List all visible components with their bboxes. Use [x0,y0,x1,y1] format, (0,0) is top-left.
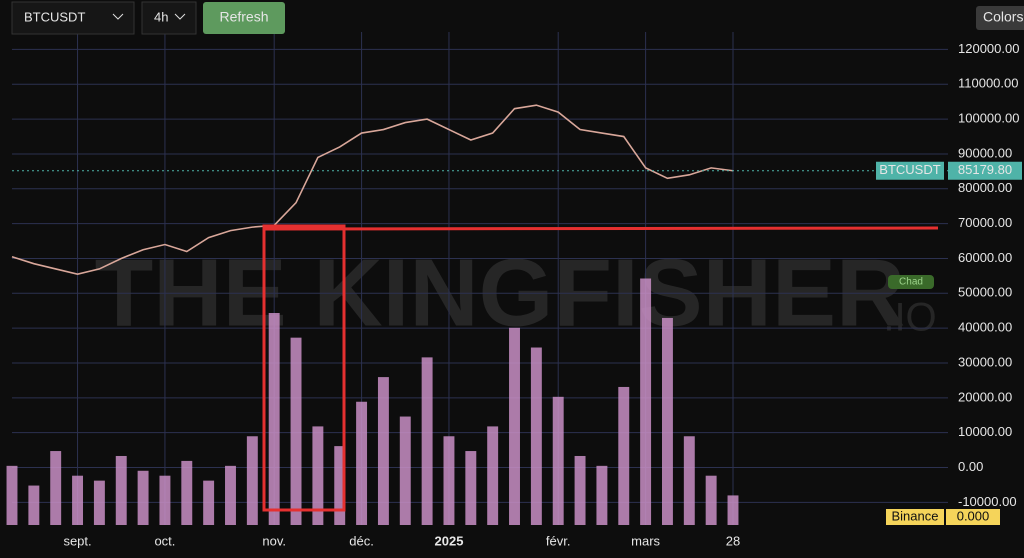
volume-bar [181,460,193,525]
y-tick-label: 40000.00 [958,320,1012,335]
volume-bar [72,475,84,525]
y-tick-label: 120000.00 [958,41,1019,56]
volume-bar [93,480,105,525]
volume-bar [530,347,542,525]
volume-bar [203,480,215,525]
volume-bar [683,436,695,525]
symbol-select[interactable] [11,1,135,35]
y-tick-label: -10000.00 [958,494,1017,509]
volume-bar [6,465,18,525]
interval-select[interactable] [141,1,197,35]
volume-bar [312,426,324,525]
badge [888,275,934,289]
volume-bar [50,451,62,525]
price-tag [876,161,944,180]
symbol: BTCUSDT [24,9,85,24]
volume-bar [552,396,564,525]
badge-text: Chad [899,277,923,288]
volume-bar [377,377,389,525]
volume-bar [596,465,608,525]
x-tick-label: févr. [546,533,571,548]
volume-bar [334,446,346,525]
volume-bar [487,426,499,525]
watermark-suffix: .IO [883,296,936,340]
x-tick-label: 28 [726,533,740,548]
y-tick-label: 70000.00 [958,215,1012,230]
volume-bar [115,455,127,525]
interval: 4h [154,9,168,24]
x-tick-label: déc. [349,533,374,548]
y-tick-label: 100000.00 [958,111,1019,126]
volume-bar [137,470,149,525]
volume-bar [574,455,586,525]
x-tick-label: sept. [63,533,91,548]
chevron [174,13,186,20]
exchange-value: 0.000 [957,508,990,523]
colors-label: Colors [983,9,1023,25]
y-tick-label: 30000.00 [958,354,1012,369]
volume-bar [727,495,739,525]
price-tag [948,161,1022,180]
exchange-name: Binance [892,508,939,523]
chevron [112,13,124,20]
y-tick-label: 10000.00 [958,424,1012,439]
volume-bar [509,327,520,525]
y-tick-label: 50000.00 [958,285,1012,300]
volume-bar [356,401,368,525]
volume-bar [443,436,455,525]
volume-bar [640,278,652,525]
plot: -10000.00 0.00 10000.00 20000.00 30000.00 400… [6,32,1022,548]
volume-bar [159,475,171,525]
price-tag-value: 85179.80 [958,162,1012,177]
volume-bar [465,451,477,525]
volume-bar [705,475,717,525]
volume-bar [399,416,411,525]
volume-bar [618,386,630,525]
y-tick-label: 90000.00 [958,145,1012,160]
x-tick-label: 2025 [435,533,464,548]
exchange-tag [946,509,1000,525]
y-tick-label: 80000.00 [958,180,1012,195]
volume-bar [28,485,40,525]
y-tick-label: 20000.00 [958,389,1012,404]
x-tick-label: oct. [154,533,175,548]
volume-bar [290,337,302,525]
volume-bar [661,317,673,525]
volume-bar [421,357,433,525]
y-tick-label: 60000.00 [958,250,1012,265]
annotation-line [263,226,939,231]
exchange-tag [886,509,944,525]
x-tick-label: mars [631,533,660,548]
x-tick-label: nov. [262,533,286,548]
volume-bar [246,436,258,525]
refresh-button[interactable] [203,2,285,34]
volume-bar [225,465,236,525]
volume-bar [268,313,280,525]
annotation-box [262,224,346,512]
price-line [11,104,734,275]
y-tick-label: 0.00 [958,459,983,474]
y-tick-label: 110000.00 [958,76,1019,91]
refresh-label: Refresh [219,9,268,25]
price-tag-name: BTCUSDT [879,162,940,177]
colors-button[interactable] [976,6,1024,30]
